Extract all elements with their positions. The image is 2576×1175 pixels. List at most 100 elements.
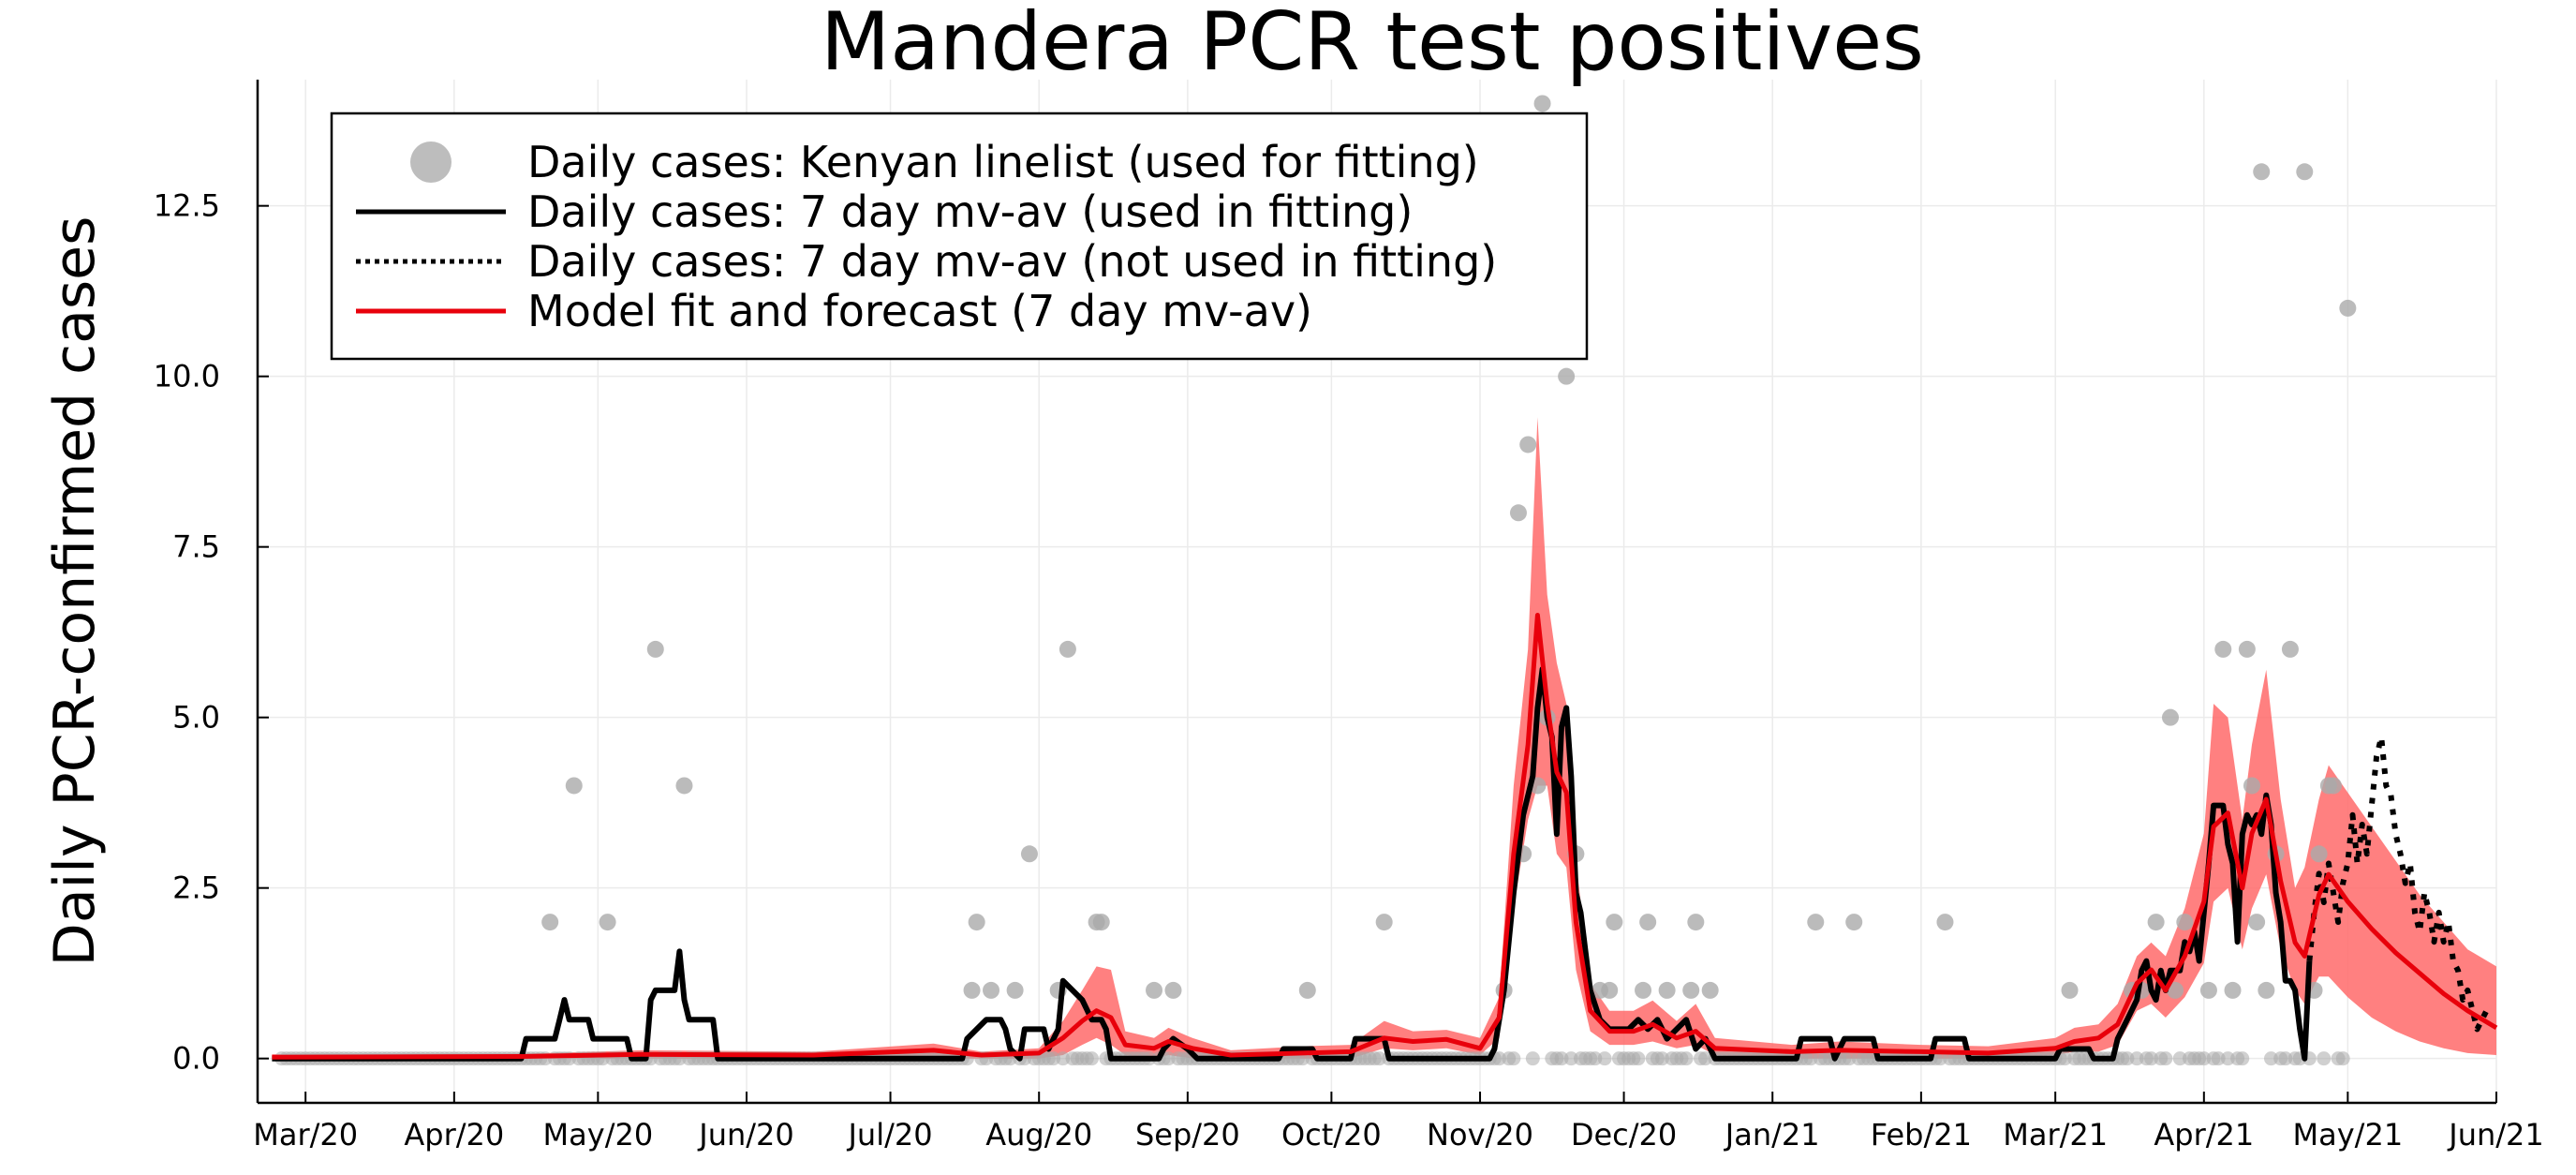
scatter-point	[1020, 845, 1038, 863]
scatter-point	[1601, 981, 1619, 999]
x-tick-label: May/20	[543, 1117, 654, 1153]
scatter-point	[1146, 981, 1163, 999]
scatter-point-zero	[1631, 1051, 1646, 1066]
scatter-point	[1682, 981, 1700, 999]
scatter-point	[646, 640, 664, 658]
scatter-point	[1164, 981, 1182, 999]
scatter-point	[2199, 981, 2217, 999]
scatter-point	[1936, 914, 1954, 931]
x-tick-label: Apr/20	[404, 1117, 504, 1153]
model-fit-line	[272, 613, 2498, 1060]
y-axis-label: Daily PCR-confirmed cases	[42, 216, 108, 967]
x-tick-label: Oct/20	[1281, 1117, 1382, 1153]
y-tick-label: 10.0	[154, 359, 220, 394]
series-lines	[272, 613, 2498, 1062]
model-band-area	[272, 417, 2497, 1059]
x-tick-label: Dec/20	[1571, 1117, 1677, 1153]
chart-title: Mandera PCR test positives	[821, 0, 1924, 89]
scatter-point	[1298, 981, 1316, 999]
x-tick-label: Jul/20	[846, 1117, 932, 1153]
x-tick-label: Apr/21	[2154, 1117, 2254, 1153]
legend-label-linelist: Daily cases: Kenyan linelist (used for f…	[527, 137, 1479, 187]
scatter-point	[1606, 914, 1623, 931]
scatter-point	[1558, 367, 1576, 385]
scatter-point	[2253, 163, 2271, 181]
y-tick-label: 5.0	[172, 700, 220, 736]
scatter-point	[1639, 914, 1657, 931]
scatter-point	[2161, 708, 2179, 726]
x-tick-label: Aug/20	[985, 1117, 1092, 1153]
x-tick-label: Feb/21	[1871, 1117, 1972, 1153]
scatter-point	[2296, 163, 2314, 181]
scatter-point-zero	[1084, 1051, 1099, 1066]
scatter-point	[2243, 777, 2260, 795]
scatter-point-zero	[1525, 1051, 1540, 1066]
scatter-point	[2214, 640, 2232, 658]
scatter-point	[2167, 981, 2184, 999]
scatter-point	[1092, 914, 1110, 931]
scatter-point	[541, 914, 559, 931]
x-axis-ticks: Mar/20 Apr/20 May/20 Jun/20 Jul/20 Aug/20 Sep/…	[253, 1092, 2544, 1153]
scatter-point	[1635, 981, 1652, 999]
scatter-point-zero	[2335, 1051, 2350, 1066]
scatter-point	[2324, 777, 2342, 795]
y-tick-label: 0.0	[172, 1041, 220, 1077]
x-tick-label: Jun/21	[2447, 1117, 2544, 1153]
scatter-point	[983, 981, 1000, 999]
scatter-point	[1807, 914, 1825, 931]
y-tick-label: 2.5	[172, 870, 220, 906]
x-tick-label: Nov/20	[1427, 1117, 1533, 1153]
legend-item-mvav-not-used: Daily cases: 7 day mv-av (not used in fi…	[356, 236, 1497, 287]
axes	[256, 80, 2496, 1105]
scatter-point	[2281, 640, 2299, 658]
scatter-point	[2248, 914, 2266, 931]
scatter-point	[599, 914, 616, 931]
legend-label-mvav-used: Daily cases: 7 day mv-av (used in fittin…	[527, 186, 1413, 237]
legend-label-mvav-not-used: Daily cases: 7 day mv-av (not used in fi…	[527, 236, 1497, 287]
x-tick-label: Sep/20	[1135, 1117, 1240, 1153]
legend-box	[330, 112, 1589, 361]
legend: Daily cases: Kenyan linelist (used for f…	[330, 112, 1589, 361]
scatter-point-zero	[1597, 1051, 1612, 1066]
mvav-used-line	[272, 666, 2313, 1062]
scatter-point	[675, 777, 693, 795]
scatter-point	[2147, 914, 2165, 931]
scatter-point-zero	[1506, 1051, 1521, 1066]
x-tick-label: Mar/20	[253, 1117, 358, 1153]
y-axis-ticks: 0.0 2.5 5.0 7.5 10.0 12.5	[154, 188, 269, 1077]
scatter-point	[968, 914, 985, 931]
scatter-point	[1845, 914, 1863, 931]
scatter-point	[1006, 981, 1024, 999]
scatter-point	[1687, 914, 1705, 931]
scatter-point	[963, 981, 981, 999]
x-tick-label: Mar/21	[2003, 1117, 2108, 1153]
scatter-point	[2176, 914, 2194, 931]
scatter-point	[2238, 640, 2256, 658]
scatter-point	[1658, 981, 1676, 999]
scatter-point	[2224, 981, 2242, 999]
scatter-point-zero	[2317, 1051, 2332, 1066]
scatter-point	[1701, 981, 1719, 999]
scatter-point	[1059, 640, 1076, 658]
legend-item-mvav-used: Daily cases: 7 day mv-av (used in fittin…	[356, 186, 1413, 237]
legend-item-model: Model fit and forecast (7 day mv-av)	[356, 286, 1312, 336]
model-uncertainty-band	[272, 417, 2497, 1059]
legend-item-linelist: Daily cases: Kenyan linelist (used for f…	[410, 137, 1479, 187]
scatter-point-zero	[2158, 1051, 2173, 1066]
scatter-point	[2310, 845, 2328, 863]
scatter-point-zero	[1679, 1051, 1694, 1066]
scatter-point-zero	[2235, 1051, 2250, 1066]
scatter-point	[2339, 299, 2357, 317]
scatter-point	[1375, 914, 1393, 931]
scatter-point	[2258, 981, 2275, 999]
scatter-point	[1509, 504, 1527, 522]
scatter-point	[565, 777, 583, 795]
scatter-point	[2061, 981, 2079, 999]
legend-label-model: Model fit and forecast (7 day mv-av)	[527, 286, 1312, 336]
x-tick-label: May/21	[2293, 1117, 2404, 1153]
scatter-point	[1533, 95, 1551, 112]
legend-marker-scatter	[410, 141, 452, 183]
x-tick-label: Jun/20	[697, 1117, 794, 1153]
